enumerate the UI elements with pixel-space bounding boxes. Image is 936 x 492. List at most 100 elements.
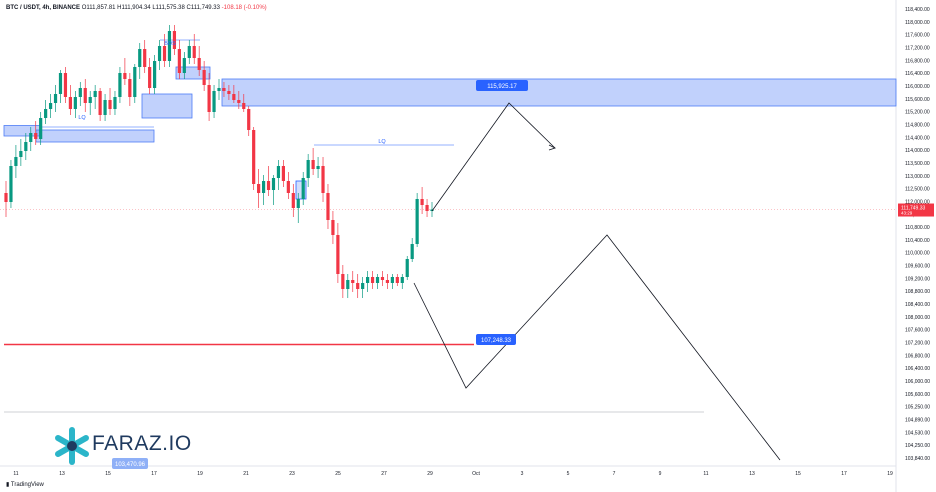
candle-body [286,181,290,193]
candle-body [34,133,38,139]
x-tick-label: 29 [427,471,433,477]
y-tick-label: 114,400.00 [905,135,930,141]
candle-body [133,67,137,97]
annotation-label: LQ [378,139,386,145]
candle-body [88,97,92,103]
change-value: -108.18 (-0.10%) [221,5,267,11]
candle-body [222,88,226,91]
y-tick-label: 103,840.00 [905,456,930,462]
symbol-label: BTC / USDT, 4h, BINANCE [6,5,81,11]
candle-body [53,94,58,103]
candle-body [301,178,305,199]
candle-body [415,199,419,244]
y-tick-label: 108,400.00 [905,302,930,308]
candle-body [44,109,48,118]
y-tick-label: 110,400.00 [905,238,930,244]
candle-body [227,91,231,94]
x-tick-label: Oct [472,471,480,477]
tradingview-label: TradingView [10,482,44,488]
x-tick-label: 13 [59,471,65,477]
candle-body [247,109,251,130]
high-value: H111,904.34 [117,5,151,11]
y-tick-label: 108,800.00 [905,289,930,295]
candle-body [395,277,399,283]
x-tick-label: 3 [521,471,524,477]
x-tick-label: 21 [243,471,249,477]
candle-body [202,70,206,85]
candle-body [366,277,370,283]
candle-body [242,103,246,109]
y-tick-label: 108,000.00 [905,315,930,321]
candle-body [212,91,216,112]
candle-body [24,142,28,151]
candle-body [177,49,181,73]
x-tick-label: 7 [613,471,616,477]
y-tick-label: 110,000.00 [905,251,930,257]
candle-body [48,103,53,109]
projection-path-down [413,234,781,461]
x-tick-label: 27 [381,471,387,477]
close-value: C111,749.33 [186,5,220,11]
candle-body [321,166,325,193]
low-value: L111,575.38 [152,5,185,11]
candle-body [261,181,266,193]
candle-body [291,193,295,208]
current-price-countdown: 43:29 [901,211,913,216]
x-tick-label: 19 [197,471,203,477]
candle-body [9,166,13,202]
x-tick-label: 25 [335,471,341,477]
candle-body [63,73,68,97]
y-tick-label: 104,890.00 [905,418,930,424]
candle-body [380,277,385,280]
candle-body [326,193,330,220]
price-label-box [476,80,528,91]
candle-body [331,220,335,235]
y-tick-label: 112,000.00 [905,199,930,205]
y-tick-label: 117,600.00 [905,33,930,39]
demand-zone [141,93,193,119]
candle-body [58,73,63,94]
y-tick-label: 116,000.00 [905,84,930,90]
y-tick-label: 104,530.00 [905,430,930,436]
tradingview-brand[interactable]: ▮ TradingView [6,481,44,488]
candle-body [108,100,112,109]
candle-body [192,46,196,58]
candle-body [420,199,424,205]
annotation-label: BOS [164,41,176,47]
y-tick-label: 112,500.00 [905,187,930,193]
y-tick-label: 107,200.00 [905,341,930,347]
candle-body [182,58,186,73]
y-tick-label: 115,600.00 [905,97,930,103]
candle-body [128,79,132,97]
candle-body [143,49,147,67]
x-tick-label: 13 [749,471,755,477]
candle-body [356,283,360,289]
x-tick-label: 17 [151,471,157,477]
x-tick-label: 5 [567,471,570,477]
tradingview-icon: ▮ [6,482,11,488]
y-tick-label: 117,200.00 [905,45,930,51]
y-tick-label: 113,000.00 [905,174,930,180]
candle-body [232,94,236,100]
candle-body [118,73,122,97]
candle-body [172,31,177,49]
price-label-box [476,334,516,345]
logo-text: FARAZ.IO [92,432,192,455]
demand-zone [221,78,897,107]
candle-body [311,160,315,169]
faraz-logo-icon [55,427,89,465]
candle-body [252,130,256,184]
price-label: 115,925.17 [487,84,517,90]
candle-body [83,88,87,103]
y-tick-label: 106,800.00 [905,353,930,359]
y-tick-label: 106,400.00 [905,366,930,372]
candle-body [98,91,102,115]
x-tick-label: 11 [13,471,18,477]
candle-body [351,280,355,283]
candle-body [296,199,300,208]
x-tick-label: 15 [795,471,801,477]
price-label: 103,470.96 [115,462,146,468]
candle-body [78,88,82,97]
demand-zone [35,129,155,143]
